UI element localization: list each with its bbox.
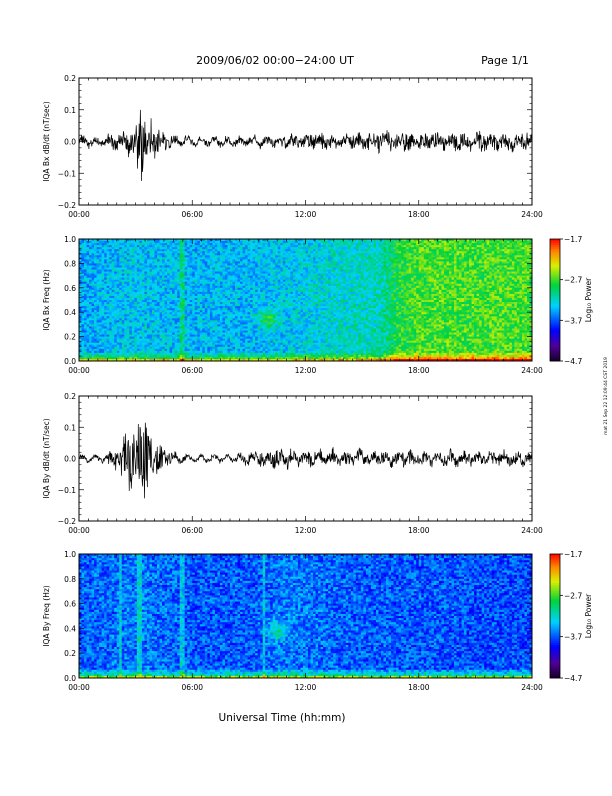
page-indicator: Page 1/1 (481, 54, 529, 67)
x-tick-label: 24:00 (521, 210, 543, 219)
x-axis-label: Universal Time (hh:mm) (219, 712, 346, 724)
plot-title: 2009/06/02 00:00−24:00 UT (196, 54, 354, 67)
y-tick-label: −0.1 (58, 169, 76, 178)
y-axis-label: IQA Bx dB/dt (nT/sec) (42, 101, 51, 182)
heatmap-cells (79, 239, 532, 361)
y-tick-label: 0.1 (64, 106, 76, 115)
x-tick-label: 18:00 (408, 210, 430, 219)
y-tick-label: 0.0 (64, 138, 76, 147)
y-tick-label: 0.2 (64, 74, 76, 83)
panels: 00:00 06:00 12:00 18:00 24:00 0.2 0.1 0.0 −0.1 −0… (42, 74, 593, 692)
x-tick-label: 06:00 (181, 210, 203, 219)
x-tick-label: 00:00 (68, 210, 90, 219)
series-trace (79, 110, 532, 181)
side-note: mat 21 Sep 22 12:09:44 CST 2019 (603, 357, 609, 435)
x-tick-label: 12:00 (295, 210, 317, 219)
y-tick-label: −0.2 (58, 201, 76, 210)
panel-1: 00:00 06:00 12:00 18:00 24:00 0.2 0.1 0.0 −0.1 −0… (42, 74, 543, 219)
